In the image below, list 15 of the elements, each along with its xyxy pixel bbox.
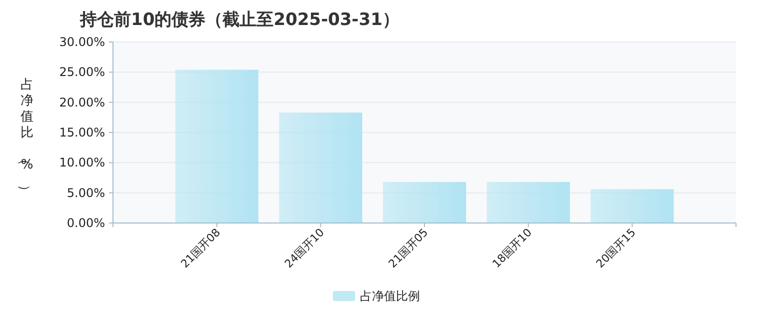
x-tick-label: 21国开08: [178, 226, 223, 270]
y-tick-label: 5.00%: [66, 186, 105, 200]
y-tick-label: 10.00%: [59, 156, 105, 170]
x-tick-label: 21国开05: [386, 226, 431, 270]
y-tick-label: 20.00%: [59, 95, 105, 110]
y-tick-label: 30.00%: [59, 35, 105, 49]
legend: 占净值比例: [333, 289, 420, 303]
legend-label: 占净值比例: [360, 289, 420, 303]
x-tick-label: 18国开10: [490, 226, 534, 270]
y-tick-label: 0.00%: [66, 216, 105, 230]
x-tick-label: 24国开10: [282, 226, 327, 270]
y-tick-label: 25.00%: [59, 65, 105, 80]
y-tick-label: 15.00%: [59, 126, 105, 140]
chart-title: 持仓前10的债券（截止至2025-03-31）: [79, 10, 400, 30]
x-tick-label: 20国开15: [594, 226, 638, 270]
